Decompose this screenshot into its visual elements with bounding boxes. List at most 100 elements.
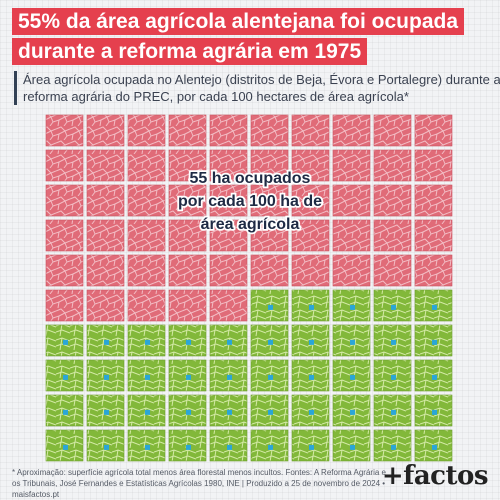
waffle-cell-occupied	[291, 114, 330, 147]
waffle-cell-unoccupied	[332, 429, 371, 462]
waffle-cell-occupied	[86, 184, 125, 217]
waffle-cell-occupied	[250, 184, 289, 217]
waffle-cell-unoccupied	[45, 394, 84, 427]
waffle-cell-occupied	[291, 149, 330, 182]
waffle-cell-unoccupied	[250, 324, 289, 357]
waffle-cell-occupied	[332, 184, 371, 217]
waffle-cell-occupied	[373, 149, 412, 182]
waffle-cell-occupied	[86, 254, 125, 287]
annotation-label: por cada 100 ha de	[178, 193, 322, 210]
waffle-cell-occupied	[291, 219, 330, 252]
waffle-cell-unoccupied	[332, 289, 371, 322]
waffle-cell-occupied	[209, 289, 248, 322]
waffle-cell-occupied	[168, 184, 207, 217]
waffle-cell-unoccupied	[127, 394, 166, 427]
waffle-cell-occupied	[332, 114, 371, 147]
waffle-cell-unoccupied	[414, 289, 453, 322]
waffle-cell-occupied	[209, 114, 248, 147]
waffle-cell-occupied	[168, 219, 207, 252]
waffle-cell-occupied	[209, 219, 248, 252]
waffle-cell-occupied	[291, 184, 330, 217]
waffle-cell-occupied	[127, 289, 166, 322]
waffle-cell-occupied	[250, 219, 289, 252]
waffle-cell-occupied	[127, 219, 166, 252]
waffle-cell-unoccupied	[168, 394, 207, 427]
waffle-cell-occupied	[373, 254, 412, 287]
waffle-cell-occupied	[373, 184, 412, 217]
waffle-cell-unoccupied	[250, 429, 289, 462]
waffle-cell-unoccupied	[168, 359, 207, 392]
waffle-cell-occupied	[45, 184, 84, 217]
waffle-cell-occupied	[332, 219, 371, 252]
waffle-cell-occupied	[250, 254, 289, 287]
waffle-cell-unoccupied	[168, 324, 207, 357]
waffle-cell-unoccupied	[291, 394, 330, 427]
annotation-label: 55 ha ocupados	[190, 170, 311, 187]
waffle-cell-unoccupied	[86, 359, 125, 392]
waffle-cell-unoccupied	[127, 359, 166, 392]
waffle-cell-unoccupied	[250, 359, 289, 392]
waffle-cell-occupied	[127, 149, 166, 182]
waffle-cell-unoccupied	[291, 289, 330, 322]
waffle-cell-unoccupied	[291, 324, 330, 357]
waffle-cell-occupied	[414, 149, 453, 182]
waffle-cell-occupied	[168, 254, 207, 287]
chart-title-line-2: durante a reforma agrária em 1975	[12, 38, 368, 65]
waffle-cell-unoccupied	[373, 359, 412, 392]
waffle-cell-unoccupied	[45, 359, 84, 392]
waffle-cell-occupied	[250, 114, 289, 147]
waffle-cell-unoccupied	[373, 429, 412, 462]
waffle-cell-occupied	[86, 114, 125, 147]
chart-title-line-1: 55% da área agrícola alentejana foi ocup…	[12, 8, 465, 35]
waffle-cell-unoccupied	[291, 359, 330, 392]
waffle-cell-unoccupied	[414, 394, 453, 427]
waffle-cell-occupied	[86, 149, 125, 182]
waffle-cell-unoccupied	[86, 429, 125, 462]
waffle-cell-occupied	[86, 289, 125, 322]
waffle-cell-unoccupied	[332, 324, 371, 357]
waffle-cell-unoccupied	[373, 324, 412, 357]
chart-subtitle: Área agrícola ocupada no Alentejo (distr…	[14, 71, 500, 105]
waffle-cell-occupied	[127, 114, 166, 147]
waffle-cell-unoccupied	[332, 359, 371, 392]
waffle-cell-occupied	[45, 114, 84, 147]
waffle-cell-occupied	[45, 289, 84, 322]
waffle-cell-occupied	[250, 149, 289, 182]
brand-logo: +factos	[381, 461, 489, 491]
waffle-cell-occupied	[332, 149, 371, 182]
waffle-cell-occupied	[45, 219, 84, 252]
waffle-cell-occupied	[414, 184, 453, 217]
waffle-cell-unoccupied	[86, 394, 125, 427]
waffle-cell-occupied	[209, 254, 248, 287]
waffle-cell-unoccupied	[209, 359, 248, 392]
waffle-cell-occupied	[45, 254, 84, 287]
waffle-cell-unoccupied	[209, 324, 248, 357]
waffle-cell-occupied	[414, 114, 453, 147]
waffle-cell-unoccupied	[291, 429, 330, 462]
waffle-cell-occupied	[209, 149, 248, 182]
waffle-cell-occupied	[127, 184, 166, 217]
waffle-cell-unoccupied	[127, 429, 166, 462]
waffle-cell-occupied	[209, 184, 248, 217]
annotation-label: área agrícola	[201, 216, 300, 233]
waffle-cell-occupied	[414, 219, 453, 252]
waffle-cell-unoccupied	[86, 324, 125, 357]
waffle-cell-unoccupied	[373, 289, 412, 322]
waffle-cell-unoccupied	[45, 324, 84, 357]
waffle-cell-unoccupied	[168, 429, 207, 462]
waffle-cell-unoccupied	[414, 324, 453, 357]
waffle-cell-unoccupied	[45, 429, 84, 462]
waffle-cell-unoccupied	[332, 394, 371, 427]
waffle-cell-occupied	[86, 219, 125, 252]
title-block: 55% da área agrícola alentejana foi ocup…	[12, 8, 465, 68]
waffle-cell-occupied	[373, 219, 412, 252]
waffle-cell-occupied	[168, 114, 207, 147]
waffle-cell-unoccupied	[209, 394, 248, 427]
waffle-cell-unoccupied	[373, 394, 412, 427]
waffle-cell-unoccupied	[250, 394, 289, 427]
waffle-cell-occupied	[373, 114, 412, 147]
waffle-cell-occupied	[332, 254, 371, 287]
waffle-cell-unoccupied	[414, 359, 453, 392]
waffle-cell-occupied	[168, 149, 207, 182]
